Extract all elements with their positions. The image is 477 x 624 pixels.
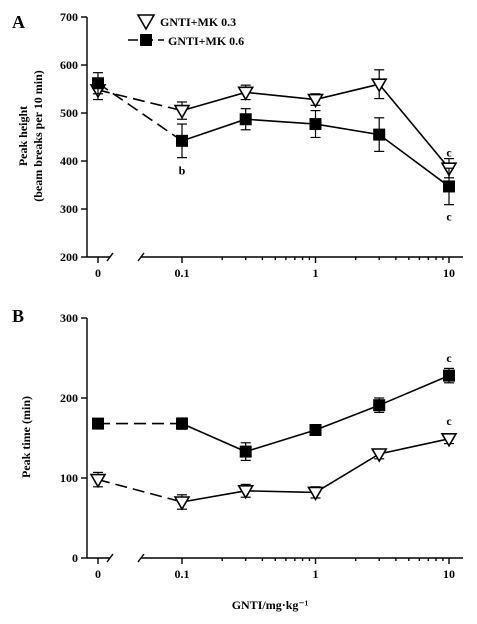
series-mk03 [89, 433, 458, 511]
data-point-open-triangle [440, 433, 458, 448]
data-point-filled-square [239, 113, 252, 126]
panel-a-x-axis-break-mark [106, 252, 114, 262]
legend-open-triangle-icon [136, 14, 156, 31]
panel-b-x-axis-break-mark [106, 553, 114, 563]
data-point-filled-square [443, 369, 455, 382]
panel-b-ylabel: Peak time (min) [19, 396, 33, 478]
panel-a-axes: 200 300 400 500 600 700 0 0.1 1 10 [60, 10, 463, 280]
data-point-filled-square [92, 77, 104, 90]
panel-b-y-tick-label: 0 [72, 551, 78, 565]
panel-a-series: b c c [89, 69, 458, 224]
panel-b-y-tick-label: 200 [60, 391, 78, 405]
panel-a-y-tick-label: 500 [60, 106, 78, 120]
data-point-open-triangle [237, 86, 255, 101]
data-point-filled-square [239, 445, 252, 458]
significance-marker: c [446, 145, 452, 159]
panel-a-y-tick-label: 200 [60, 250, 78, 264]
panel-a-x-axis-break-mark [137, 252, 145, 262]
series-line-break-segment [97, 89, 183, 112]
data-point-open-triangle [307, 486, 324, 501]
series-line-break-segment [97, 82, 183, 142]
panel-a-y-tick-label: 700 [60, 10, 78, 24]
legend-item-mk06: GNTI+MK 0.6 [128, 34, 244, 48]
data-point-open-triangle [307, 93, 324, 109]
series-line [181, 374, 450, 453]
panel-a-x-tick-label: 1 [313, 266, 319, 280]
legend: GNTI+MK 0.3 GNTI+MK 0.6 [128, 14, 244, 48]
panel-b-series: cc [89, 351, 458, 511]
panel-a-x-tick-label: 0 [95, 266, 101, 280]
panel-b-y-tick-label: 100 [60, 471, 78, 485]
data-point-open-triangle [173, 496, 191, 511]
x-axis-label: GNTI/mg·kg⁻¹ [232, 598, 309, 612]
data-point-filled-square [92, 417, 104, 430]
significance-marker: b [179, 164, 186, 178]
panel-b-y-tick-label: 300 [60, 311, 78, 325]
significance-marker: c [446, 351, 452, 365]
panel-a-y-tick-label: 300 [60, 202, 78, 216]
series-mk06 [92, 72, 455, 206]
panel-b-x-tick-label: 0 [95, 567, 101, 581]
panel-a-x-tick-label: 0.1 [175, 266, 190, 280]
significance-marker: c [446, 414, 452, 428]
series-mk03 [89, 69, 458, 179]
panel-a-ylabel-line2: (beam breaks per 10 min) [31, 70, 45, 202]
panel-a-x-tick-label: 10 [443, 266, 455, 280]
data-point-filled-square [309, 424, 322, 436]
series-mk06 [92, 367, 455, 461]
data-point-filled-square [176, 417, 188, 430]
data-point-filled-square [176, 134, 188, 147]
data-point-filled-square [373, 399, 386, 412]
panel-b-x-axis-break-mark [137, 553, 145, 563]
data-point-open-triangle [237, 485, 255, 500]
series-line-break-segment [97, 478, 183, 503]
panel-b-x-tick-label: 10 [443, 567, 455, 581]
panel-a-ylabel-line1: Peak height [16, 106, 30, 166]
data-point-filled-square [309, 118, 322, 131]
panel-a-y-tick-label: 600 [60, 58, 78, 72]
legend-filled-square-icon [140, 34, 152, 46]
panel-b-x-tick-label: 0.1 [175, 567, 190, 581]
legend-label-mk03: GNTI+MK 0.3 [160, 15, 236, 29]
panel-a-y-tick-label: 400 [60, 154, 78, 168]
data-point-open-triangle [89, 473, 107, 489]
data-point-open-triangle [370, 78, 388, 93]
panel-a: A Peak height (beam breaks per 10 min) 2… [12, 10, 463, 280]
data-point-filled-square [443, 180, 455, 193]
legend-label-mk06: GNTI+MK 0.6 [168, 34, 244, 48]
data-point-open-triangle [173, 104, 191, 120]
panel-a-label: A [12, 12, 25, 32]
panel-b-label: B [12, 306, 24, 326]
legend-item-mk03: GNTI+MK 0.3 [136, 14, 236, 31]
significance-marker: c [446, 210, 452, 224]
data-point-filled-square [373, 128, 386, 141]
panel-b-x-tick-label: 1 [313, 567, 319, 581]
panel-b-axes: 0 100 200 300 0 0.1 1 10 [60, 311, 463, 581]
data-point-open-triangle [370, 448, 388, 463]
